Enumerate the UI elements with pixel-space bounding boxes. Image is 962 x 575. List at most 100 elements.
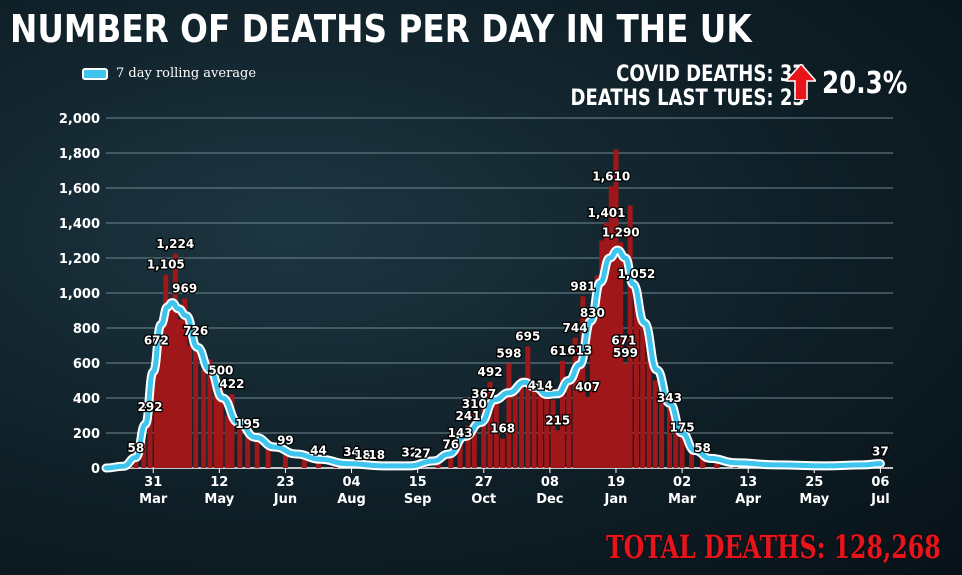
data-label: 37 <box>872 445 889 459</box>
daily-deaths-bar <box>550 399 556 468</box>
daily-deaths-bars <box>117 149 883 468</box>
red-up-arrow-icon <box>786 64 816 100</box>
daily-deaths-bar <box>525 346 531 468</box>
data-label: 18 <box>354 448 371 462</box>
y-tick-label: 400 <box>73 392 100 407</box>
data-label: 830 <box>580 306 605 320</box>
daily-deaths-bar <box>153 350 159 468</box>
daily-deaths-bar <box>700 457 706 468</box>
data-label: 726 <box>183 324 208 338</box>
chart-title: NUMBER OF DEATHS PER DAY IN THE UK <box>10 7 752 51</box>
daily-deaths-bar <box>201 370 207 468</box>
daily-deaths-bar <box>168 310 174 468</box>
x-tick-month-label: Jan <box>604 492 628 507</box>
y-tick-label: 0 <box>91 462 100 477</box>
daily-deaths-bar <box>559 360 565 468</box>
daily-deaths-bar <box>245 433 251 468</box>
daily-deaths-bar <box>585 396 591 468</box>
data-label: 599 <box>613 346 638 360</box>
data-label: 981 <box>570 279 595 293</box>
daily-deaths-bar <box>193 340 199 468</box>
data-label: 422 <box>219 377 244 391</box>
daily-deaths-bar <box>487 381 493 468</box>
daily-deaths-bar <box>224 415 230 468</box>
daily-deaths-bar <box>493 401 499 468</box>
daily-deaths-bar <box>315 460 321 468</box>
daily-deaths-bar <box>599 240 605 468</box>
daily-deaths-bar <box>652 380 658 468</box>
daily-deaths-bar <box>519 377 525 468</box>
x-tick-day-label: 31 <box>144 475 162 490</box>
x-tick-day-label: 13 <box>739 475 757 490</box>
x-tick-month-label: Mar <box>668 492 697 507</box>
daily-deaths-bar <box>613 149 619 468</box>
daily-deaths-bar <box>531 384 537 468</box>
daily-deaths-bar <box>506 363 512 468</box>
data-label: 143 <box>448 426 473 440</box>
daily-deaths-bar <box>254 441 260 468</box>
daily-deaths-bar <box>147 416 153 468</box>
daily-deaths-bar <box>537 395 543 468</box>
x-tick-day-label: 19 <box>607 475 625 490</box>
data-label: 292 <box>138 400 163 414</box>
daily-deaths-bar <box>580 296 586 468</box>
data-label: 613 <box>567 344 592 358</box>
daily-deaths-bar <box>237 424 243 468</box>
x-tick-month-label: Aug <box>337 492 366 507</box>
daily-deaths-bar <box>177 319 183 468</box>
data-label: 1,610 <box>592 169 630 183</box>
data-label: 1,401 <box>588 206 626 220</box>
x-tick-month-label: May <box>799 492 829 507</box>
daily-deaths-bar <box>213 394 219 468</box>
y-tick-label: 600 <box>73 357 100 372</box>
daily-deaths-bar <box>640 310 646 468</box>
total-deaths: TOTAL DEATHS: 128,268 <box>606 528 941 566</box>
data-label: 27 <box>414 446 431 460</box>
legend: 7 day rolling average <box>82 66 256 81</box>
data-label: 76 <box>442 438 459 452</box>
x-tick-day-label: 12 <box>210 475 228 490</box>
gridlines <box>106 117 893 469</box>
daily-deaths-bar <box>186 345 192 468</box>
data-label: 695 <box>515 329 540 343</box>
daily-deaths-bar <box>633 283 639 468</box>
daily-deaths-bar <box>604 222 610 468</box>
daily-deaths-bar <box>182 298 188 468</box>
daily-deaths-bar <box>666 407 672 468</box>
daily-deaths-bar <box>622 363 628 468</box>
x-tick-day-label: 15 <box>409 475 427 490</box>
data-label: 1,290 <box>602 225 640 239</box>
daily-deaths-bar <box>172 253 178 468</box>
daily-deaths-bar <box>448 454 454 468</box>
daily-deaths-bar <box>465 425 471 468</box>
daily-deaths-bar <box>646 345 652 468</box>
data-label: 1,052 <box>617 267 655 281</box>
data-label: 215 <box>545 413 570 427</box>
daily-deaths-bar <box>282 450 288 468</box>
daily-deaths-bar <box>218 380 224 468</box>
y-tick-label: 1,800 <box>59 147 100 162</box>
daily-deaths-bar <box>500 438 506 468</box>
daily-deaths-bar <box>207 359 213 468</box>
x-tick-day-label: 08 <box>541 475 559 490</box>
daily-deaths-bar <box>618 242 624 468</box>
data-label: 44 <box>310 443 327 457</box>
daily-deaths-bar <box>133 457 139 468</box>
data-label: 310 <box>462 397 487 411</box>
daily-deaths-bar <box>471 413 477 468</box>
rolling-average-line <box>101 245 885 473</box>
daily-deaths-bar <box>679 437 685 468</box>
daily-deaths-bar <box>512 394 518 468</box>
x-tick-month-label: Sep <box>404 492 432 507</box>
data-label: 672 <box>144 333 169 347</box>
y-tick-label: 200 <box>73 427 100 442</box>
y-tick-label: 800 <box>73 322 100 337</box>
y-tick-label: 1,600 <box>59 182 100 197</box>
daily-deaths-bar <box>158 331 164 468</box>
daily-deaths-bar <box>544 389 550 468</box>
data-label: 612 <box>550 344 575 358</box>
data-label: 414 <box>528 379 553 393</box>
daily-deaths-bar <box>594 275 600 468</box>
daily-deaths-bar <box>577 360 583 468</box>
